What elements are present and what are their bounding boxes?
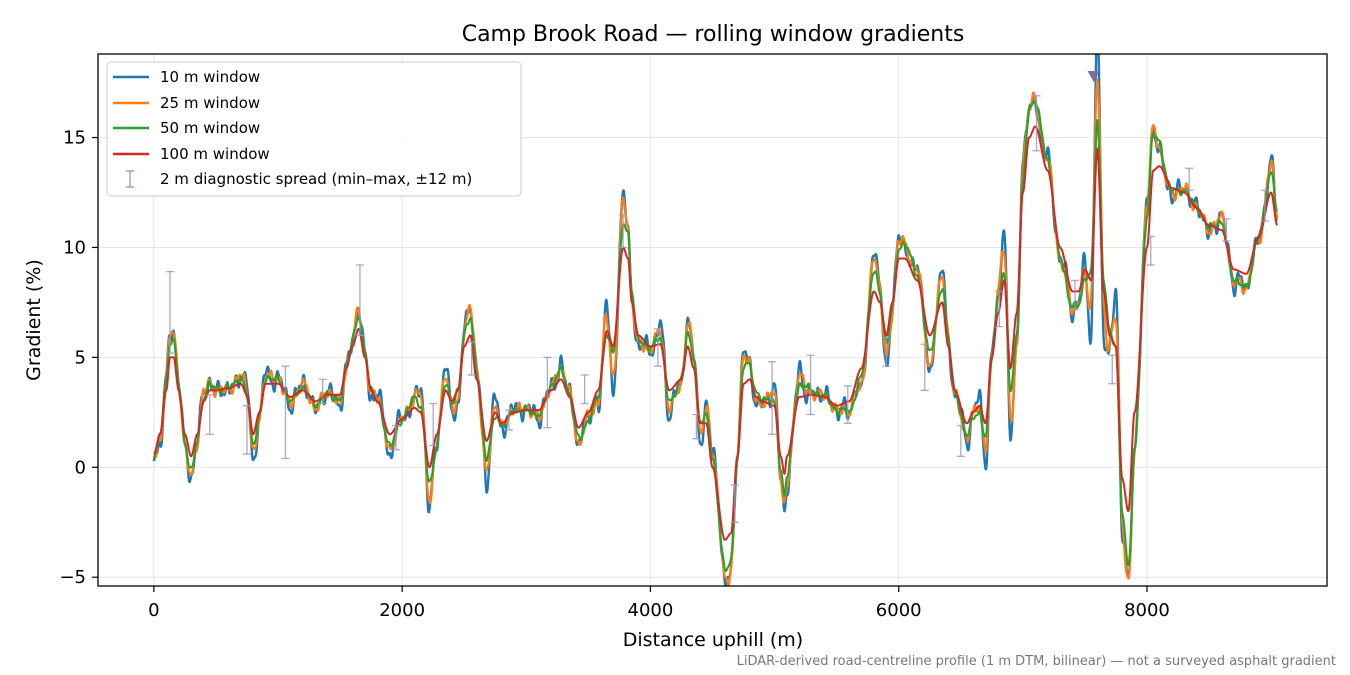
errorbar	[504, 409, 513, 431]
legend-label: 2 m diagnostic spread (min–max, ±12 m)	[160, 170, 472, 188]
y-tick-label: 0	[75, 457, 86, 478]
y-tick-label: 5	[75, 347, 86, 368]
axis-ticks: 0 2000 4000 6000 8000 −5 0 5 10 15	[59, 128, 1169, 621]
legend-label: 25 m window	[160, 94, 260, 112]
errorbar	[1146, 235, 1155, 266]
y-tick-label: 15	[63, 128, 86, 149]
errorbar	[391, 424, 400, 451]
errorbar	[355, 264, 364, 337]
x-tick-label: 0	[148, 600, 159, 621]
legend-label: 50 m window	[160, 119, 260, 137]
legend-label: 100 m window	[160, 145, 270, 163]
series-line	[153, 125, 1279, 541]
errorbar	[920, 343, 929, 391]
errorbar	[1260, 189, 1269, 222]
peak-marker	[1087, 70, 1100, 82]
errorbar	[205, 394, 214, 435]
x-tick-label: 4000	[628, 600, 674, 621]
errorbar-layer	[166, 95, 1269, 523]
errorbar	[580, 374, 589, 405]
x-tick-label: 6000	[876, 600, 922, 621]
x-tick-label: 2000	[379, 600, 425, 621]
legend-box	[106, 61, 522, 197]
legend: 10 m window 25 m window 50 m window 100 m w…	[106, 61, 522, 197]
chart-title: Camp Brook Road — rolling window gradien…	[462, 22, 965, 47]
errorbar	[1070, 279, 1079, 310]
errorbar	[768, 361, 777, 435]
errorbar	[882, 336, 891, 367]
errorbar	[730, 484, 739, 523]
errorbar	[806, 354, 815, 416]
series-layer	[152, 54, 1279, 586]
errorbar	[956, 424, 965, 457]
errorbar	[843, 385, 852, 424]
errorbar	[467, 341, 476, 376]
errorbar	[318, 378, 327, 405]
errorbar	[619, 213, 628, 249]
errorbar	[242, 405, 251, 455]
errorbar	[166, 270, 175, 354]
errorbar	[1222, 218, 1231, 242]
y-tick-label: 10	[63, 237, 86, 258]
x-axis-label: Distance uphill (m)	[623, 629, 803, 651]
errorbar	[1108, 354, 1117, 385]
errorbar	[429, 402, 438, 446]
footnote: LiDAR-derived road-centreline profile (1…	[737, 654, 1336, 669]
errorbar	[653, 328, 662, 367]
y-axis-label: Gradient (%)	[23, 259, 45, 381]
errorbar	[995, 290, 1004, 328]
errorbar	[1185, 167, 1194, 191]
grid	[98, 54, 1327, 586]
errorbar	[543, 356, 552, 429]
plot-frame	[97, 53, 1328, 587]
x-tick-label: 8000	[1124, 600, 1170, 621]
y-tick-label: −5	[59, 567, 86, 588]
legend-label: 10 m window	[160, 68, 260, 86]
legend-errorbar-swatch	[126, 170, 134, 188]
errorbar	[1032, 95, 1041, 152]
errorbar	[692, 413, 701, 440]
errorbar	[281, 365, 290, 460]
marker-layer	[1087, 70, 1100, 82]
